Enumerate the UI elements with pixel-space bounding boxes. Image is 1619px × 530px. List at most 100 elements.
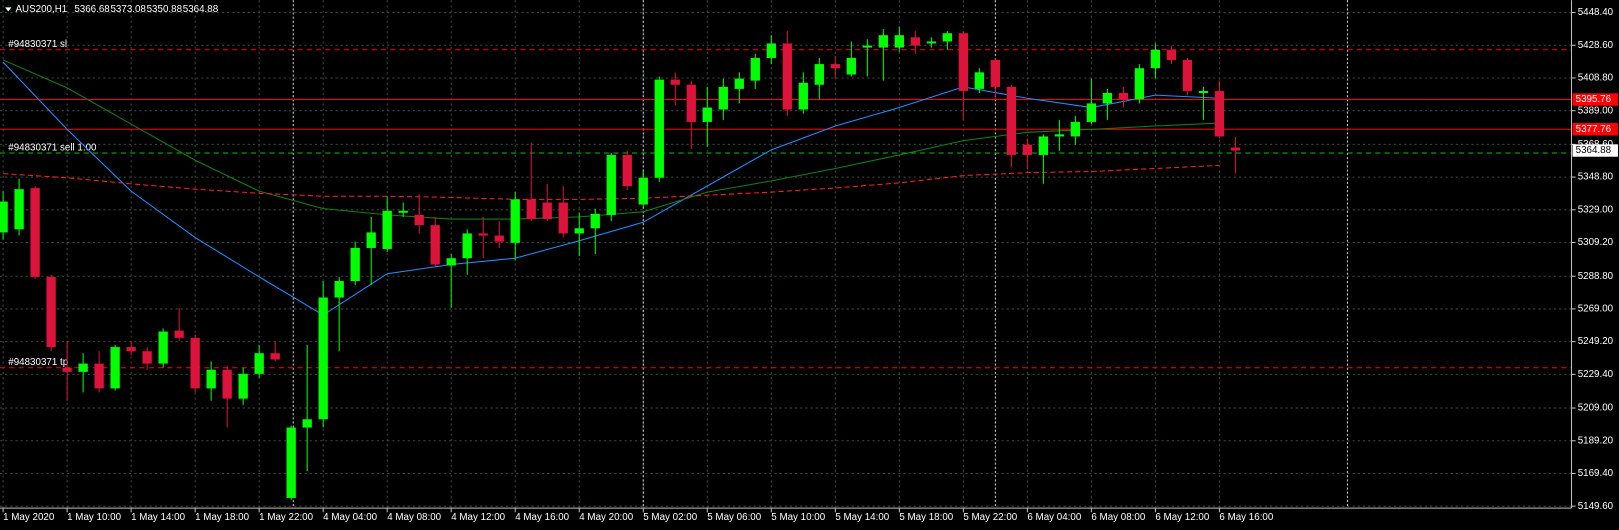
candle-body (382, 210, 392, 249)
x-tick-label: 6 May 08:00 (1091, 512, 1145, 523)
y-tick-label: 5428.60 (1578, 40, 1614, 51)
order-label: #94830371 sell 1.00 (8, 142, 97, 153)
ohlc-high: 5373.08 (110, 4, 146, 15)
x-tick-label: 6 May 16:00 (1219, 512, 1273, 523)
x-tick-label: 5 May 10:00 (771, 512, 825, 523)
x-tick-label: 4 May 12:00 (451, 512, 505, 523)
symbol: AUS200,H1 (15, 4, 67, 15)
candle-body (158, 331, 168, 364)
candle-body (398, 210, 408, 213)
y-tick-label: 5149.60 (1578, 501, 1614, 512)
grid (0, 0, 1572, 509)
candle-body (814, 64, 824, 85)
candle-body (910, 37, 920, 46)
candle-body (878, 35, 888, 48)
candle-body (574, 228, 584, 234)
candle-body (718, 86, 728, 110)
price-label-box (1572, 93, 1618, 106)
y-tick-label: 5269.00 (1578, 304, 1614, 315)
axes: 5448.405428.605408.805389.005368.605348.… (2, 7, 1618, 523)
candle-body (1166, 49, 1177, 60)
ohlc-close: 5364.88 (183, 4, 219, 15)
candle-body (766, 43, 776, 58)
x-tick-label: 4 May 08:00 (387, 512, 441, 523)
current-price-box (1572, 144, 1618, 157)
x-tick-label: 1 May 18:00 (195, 512, 249, 523)
candle-body (430, 225, 440, 265)
candle-body (366, 232, 376, 248)
candle-body (686, 84, 696, 122)
order-label: #94830371 sl (8, 39, 67, 50)
candle-body (1198, 91, 1209, 94)
candle-body (798, 82, 808, 110)
candle-body (1118, 93, 1129, 100)
candle-body (414, 214, 424, 226)
candle-body (62, 367, 72, 372)
moving-average (2, 61, 1220, 316)
y-tick-label: 5448.40 (1578, 7, 1614, 18)
current-price-label: 5364.88 (1576, 145, 1612, 156)
moving-average (3, 164, 1220, 200)
candle-body (830, 64, 840, 69)
candle-body (174, 330, 184, 338)
candle-body (862, 45, 872, 48)
ohlc-low: 5350.88 (147, 4, 183, 15)
candle-body (206, 369, 216, 389)
x-tick-label: 1 May 2020 (3, 512, 55, 523)
x-tick-label: 4 May 16:00 (515, 512, 569, 523)
ohlc-open: 5366.68 (74, 4, 110, 15)
candle-body (222, 369, 232, 399)
candle-body (1070, 121, 1081, 137)
candle-body (750, 57, 760, 81)
candle-body (126, 347, 136, 352)
candle-body (1230, 147, 1241, 151)
candle-body (270, 353, 280, 360)
candle-body (1038, 136, 1049, 155)
candle-body (622, 154, 632, 187)
y-tick-label: 5189.20 (1578, 435, 1614, 446)
candle-body (1150, 49, 1161, 69)
candle-body (286, 427, 296, 498)
x-tick-label: 1 May 14:00 (131, 512, 185, 523)
candle-body (958, 33, 968, 92)
candle-body (1182, 59, 1193, 92)
candle-body (1022, 144, 1033, 155)
candle-body (238, 373, 248, 399)
candle-body (590, 213, 600, 229)
candle-body (190, 337, 200, 389)
y-tick-label: 5329.00 (1578, 204, 1614, 215)
y-tick-label: 5249.20 (1578, 336, 1614, 347)
price-label-box (1572, 123, 1618, 136)
order-label: #94830371 tp (8, 357, 68, 368)
y-tick-label: 5169.40 (1578, 468, 1614, 479)
candle-body (30, 188, 40, 277)
candle-body (462, 233, 472, 259)
x-tick-label: 1 May 10:00 (67, 512, 121, 523)
candle-body (254, 353, 264, 374)
candle-body (302, 419, 312, 428)
y-tick-label: 5288.80 (1578, 271, 1614, 282)
candle-body (638, 177, 648, 205)
candle-body (78, 363, 88, 372)
candle-body (318, 297, 328, 420)
candle-body (110, 347, 120, 389)
price-label: 5377.76 (1576, 124, 1612, 135)
y-tick-label: 5348.80 (1578, 172, 1614, 183)
candle-body (94, 363, 104, 389)
candle-body (478, 233, 488, 236)
x-tick-label: 6 May 12:00 (1155, 512, 1209, 523)
candle-body (1102, 93, 1113, 104)
candle-body (606, 154, 616, 215)
menu-arrow (5, 7, 12, 12)
candles (0, 26, 1241, 500)
candle-body (510, 199, 520, 243)
y-tick-label: 5389.00 (1578, 105, 1614, 116)
candle-body (542, 202, 552, 220)
candle-body (558, 202, 568, 234)
x-tick-label: 5 May 06:00 (707, 512, 761, 523)
candle-body (1214, 91, 1225, 137)
x-tick-label: 5 May 22:00 (963, 512, 1017, 523)
candle-body (142, 351, 152, 364)
